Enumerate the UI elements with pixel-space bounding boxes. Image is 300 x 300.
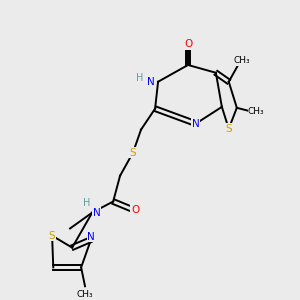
Text: O: O	[184, 39, 192, 49]
Text: O: O	[131, 205, 139, 214]
Text: CH₃: CH₃	[77, 290, 93, 299]
Text: H: H	[136, 73, 144, 83]
Text: CH₃: CH₃	[234, 56, 250, 65]
Text: N: N	[93, 208, 101, 218]
Text: S: S	[225, 124, 232, 134]
Text: N: N	[147, 77, 155, 87]
Text: N: N	[87, 232, 95, 242]
Text: N: N	[192, 119, 200, 129]
Text: H: H	[83, 198, 91, 208]
Text: S: S	[49, 231, 56, 241]
Text: S: S	[130, 148, 136, 158]
Text: CH₃: CH₃	[248, 107, 265, 116]
